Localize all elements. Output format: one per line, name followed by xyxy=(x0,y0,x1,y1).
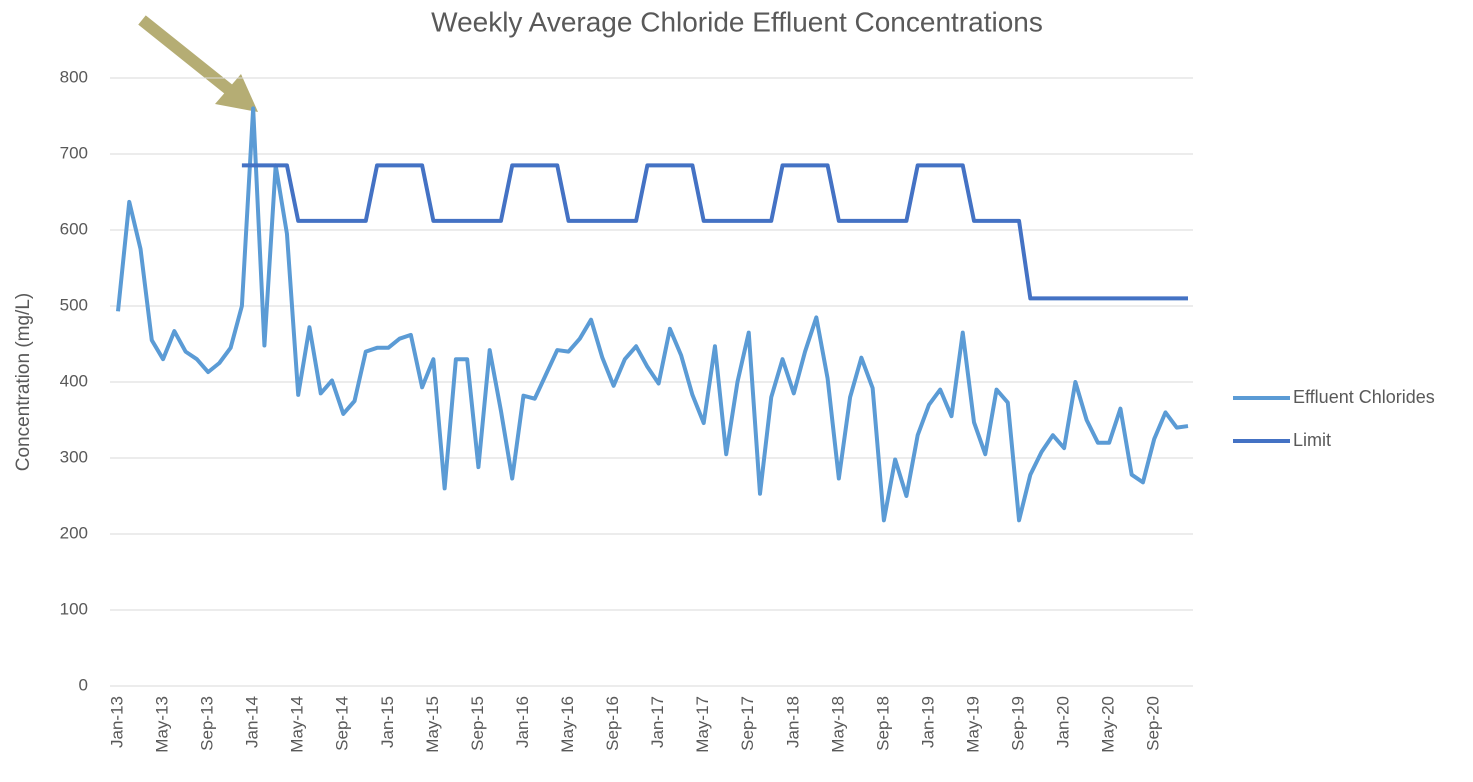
x-tick-label: Sep-13 xyxy=(198,696,217,751)
y-axis-label: Concentration (mg/L) xyxy=(13,293,34,471)
x-tick-label: May-14 xyxy=(288,696,307,753)
x-tick-label: Jan-15 xyxy=(378,696,397,748)
series-line xyxy=(116,106,1189,523)
x-tick-label: May-18 xyxy=(828,696,847,753)
x-tick-label: Jan-19 xyxy=(918,696,937,748)
y-tick-label: 300 xyxy=(60,447,88,466)
chart-title: Weekly Average Chloride Effluent Concent… xyxy=(431,6,1043,37)
legend-label: Effluent Chlorides xyxy=(1293,387,1435,407)
x-tick-label: May-15 xyxy=(423,696,442,753)
x-tick-label: Sep-15 xyxy=(468,696,487,751)
x-tick-label: Jan-14 xyxy=(243,696,262,748)
x-tick-label: Jan-17 xyxy=(648,696,667,748)
x-tick-label: Sep-17 xyxy=(738,696,757,751)
legend-label: Limit xyxy=(1293,430,1331,450)
x-tick-label: Sep-16 xyxy=(603,696,622,751)
x-tick-label: Sep-20 xyxy=(1144,696,1163,751)
y-tick-label: 600 xyxy=(60,219,88,238)
x-tick-label: Jan-13 xyxy=(107,696,126,748)
x-tick-label: Sep-19 xyxy=(1009,696,1028,751)
y-tick-label: 0 xyxy=(79,675,88,694)
arrow-annotation xyxy=(138,15,258,112)
x-tick-label: Jan-20 xyxy=(1054,696,1073,748)
y-tick-label: 700 xyxy=(60,143,88,162)
x-tick-label: May-16 xyxy=(558,696,577,753)
x-tick-label: Sep-14 xyxy=(333,696,352,751)
x-tick-label: May-20 xyxy=(1099,696,1118,753)
x-tick-label: Jan-18 xyxy=(783,696,802,748)
x-tick-label: May-19 xyxy=(963,696,982,753)
x-tick-label: May-13 xyxy=(153,696,172,753)
x-tick-label: Sep-18 xyxy=(873,696,892,751)
series-line xyxy=(241,163,1188,301)
x-tick-label: Jan-16 xyxy=(513,696,532,748)
x-tick-label: May-17 xyxy=(693,696,712,753)
y-tick-label: 200 xyxy=(60,523,88,542)
y-tick-label: 500 xyxy=(60,295,88,314)
y-tick-label: 400 xyxy=(60,371,88,390)
y-tick-label: 800 xyxy=(60,67,88,86)
y-tick-label: 100 xyxy=(60,599,88,618)
